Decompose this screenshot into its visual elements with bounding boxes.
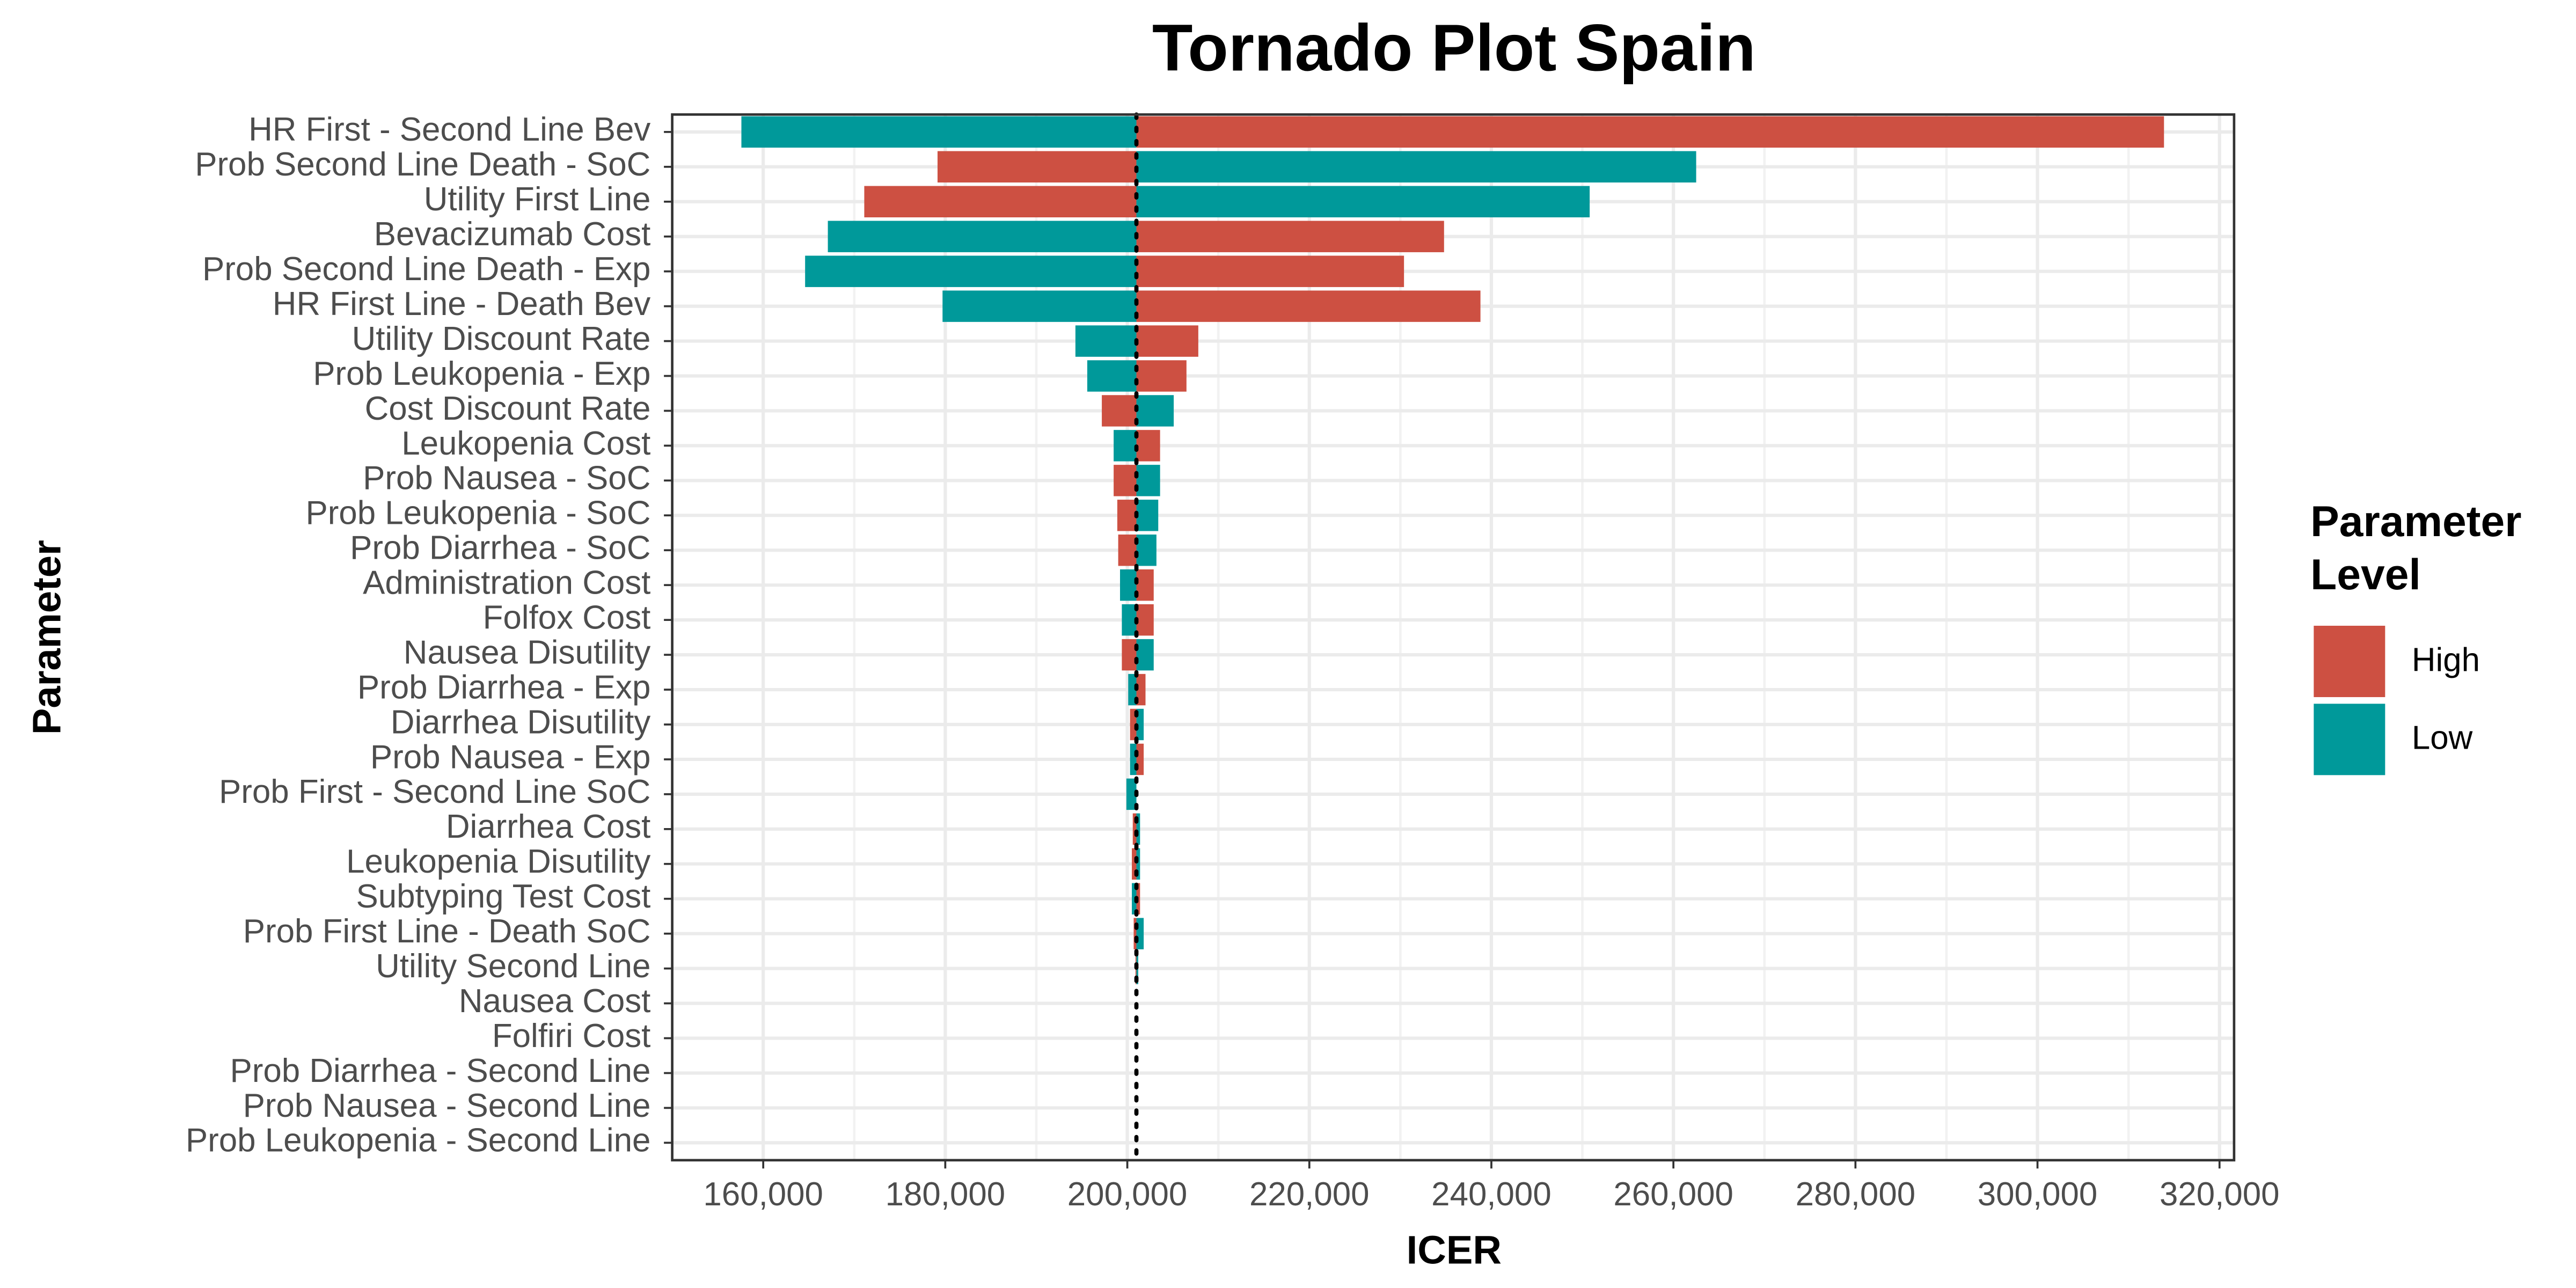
bar — [1136, 918, 1144, 949]
bar — [1130, 708, 1137, 741]
legend-swatch — [2314, 704, 2385, 775]
legend-label: Low — [2412, 720, 2473, 757]
bar — [1130, 743, 1137, 775]
bar — [1136, 221, 1444, 252]
bar — [1136, 325, 1198, 357]
bar — [1136, 186, 1590, 217]
y-tick-label: Prob Nausea - Exp — [370, 738, 651, 775]
x-tick-label: 220,000 — [1249, 1176, 1370, 1213]
x-axis-label: ICER — [1407, 1228, 1502, 1272]
bar — [1117, 500, 1137, 531]
y-tick-label: Nausea Disutility — [404, 634, 651, 671]
plot-panel-bg — [672, 114, 2234, 1160]
x-tick-label: 260,000 — [1613, 1176, 1733, 1213]
bar — [1136, 639, 1154, 671]
bar — [1136, 743, 1144, 775]
legend-label: High — [2412, 641, 2480, 678]
bar — [1114, 465, 1137, 496]
legend-swatch — [2314, 625, 2385, 697]
bar — [1075, 325, 1137, 357]
y-tick-label: Prob Second Line Death - Exp — [202, 251, 650, 288]
y-tick-label: Folfox Cost — [483, 599, 651, 636]
bar — [1136, 290, 1481, 322]
y-tick-label: Diarrhea Disutility — [391, 704, 651, 741]
legend-title: Parameter Level — [2310, 496, 2522, 599]
x-tick-label: 320,000 — [2160, 1176, 2280, 1213]
x-tick-label: 160,000 — [703, 1176, 823, 1213]
bar — [942, 290, 1137, 322]
y-tick-label: Prob Diarrhea - SoC — [350, 530, 650, 567]
bar — [1136, 360, 1187, 392]
x-tick-label: 180,000 — [885, 1176, 1006, 1213]
chart-title: Tornado Plot Spain — [1152, 11, 1756, 85]
bar — [1136, 535, 1157, 566]
y-tick-label: Nausea Cost — [459, 983, 651, 1020]
bar — [1122, 639, 1137, 671]
bar — [805, 255, 1137, 287]
bar — [1126, 778, 1137, 810]
y-tick-label: Prob First Line - Death SoC — [243, 913, 651, 950]
y-tick-label: Subtyping Test Cost — [356, 878, 650, 915]
x-tick-label: 300,000 — [1978, 1176, 2098, 1213]
bar — [1114, 430, 1137, 462]
y-tick-label: Prob Diarrhea - Second Line — [230, 1052, 651, 1089]
y-tick-label: Administration Cost — [363, 565, 650, 602]
y-tick-label: Folfiri Cost — [492, 1018, 651, 1055]
y-tick-label: Prob Leukopenia - Exp — [313, 355, 650, 392]
bar — [1136, 430, 1160, 462]
bar — [828, 221, 1137, 252]
y-tick-label: HR First Line - Death Bev — [273, 286, 651, 323]
x-tick-label: 200,000 — [1067, 1176, 1188, 1213]
bar — [1136, 255, 1404, 287]
y-tick-label: Prob Second Line Death - SoC — [195, 146, 650, 183]
y-tick-label: Prob Nausea - Second Line — [243, 1087, 651, 1124]
bar — [1136, 848, 1140, 880]
x-tick-label: 240,000 — [1431, 1176, 1552, 1213]
y-axis-label: Parameter — [24, 540, 69, 735]
bar — [1132, 813, 1137, 845]
y-tick-label: Prob Leukopenia - Second Line — [186, 1122, 650, 1159]
y-tick-label: Leukopenia Cost — [401, 425, 650, 462]
plot-panel-border — [671, 113, 2236, 1162]
bar — [864, 186, 1137, 217]
bar — [1136, 465, 1160, 496]
bar — [1133, 918, 1137, 949]
bar — [1136, 395, 1174, 427]
bar — [741, 116, 1137, 148]
bar — [1132, 883, 1137, 914]
y-tick-label: Cost Discount Rate — [365, 390, 651, 427]
y-tick-label: Utility Discount Rate — [352, 320, 651, 357]
bar — [1136, 569, 1154, 601]
bar — [1136, 708, 1144, 741]
bar — [1136, 116, 2164, 148]
bar — [1128, 674, 1137, 706]
y-tick-label: Prob Diarrhea - Exp — [357, 669, 651, 706]
y-tick-label: Leukopenia Disutility — [346, 843, 650, 880]
x-tick-label: 280,000 — [1796, 1176, 1916, 1213]
y-tick-label: Diarrhea Cost — [446, 808, 651, 845]
bar — [1136, 500, 1159, 531]
bar — [1136, 604, 1154, 636]
y-tick-label: Prob Leukopenia - SoC — [305, 495, 650, 532]
y-tick-label: Utility First Line — [424, 181, 651, 218]
bar — [937, 151, 1137, 183]
y-tick-label: Bevacizumab Cost — [374, 216, 651, 253]
bar — [1136, 674, 1146, 706]
bar — [1122, 604, 1137, 636]
bar — [1087, 360, 1137, 392]
y-tick-label: Utility Second Line — [376, 948, 650, 985]
bar — [1136, 813, 1140, 845]
bar — [1102, 395, 1137, 427]
legend-title-box: Parameter Level — [2310, 496, 2522, 599]
bar — [1120, 569, 1137, 601]
bar — [1118, 535, 1137, 566]
bar — [1132, 848, 1137, 880]
y-tick-label: HR First - Second Line Bev — [248, 111, 650, 148]
y-tick-label: Prob First - Second Line SoC — [219, 773, 650, 810]
bar — [1136, 151, 1696, 183]
y-tick-label: Prob Nausea - SoC — [363, 460, 650, 497]
